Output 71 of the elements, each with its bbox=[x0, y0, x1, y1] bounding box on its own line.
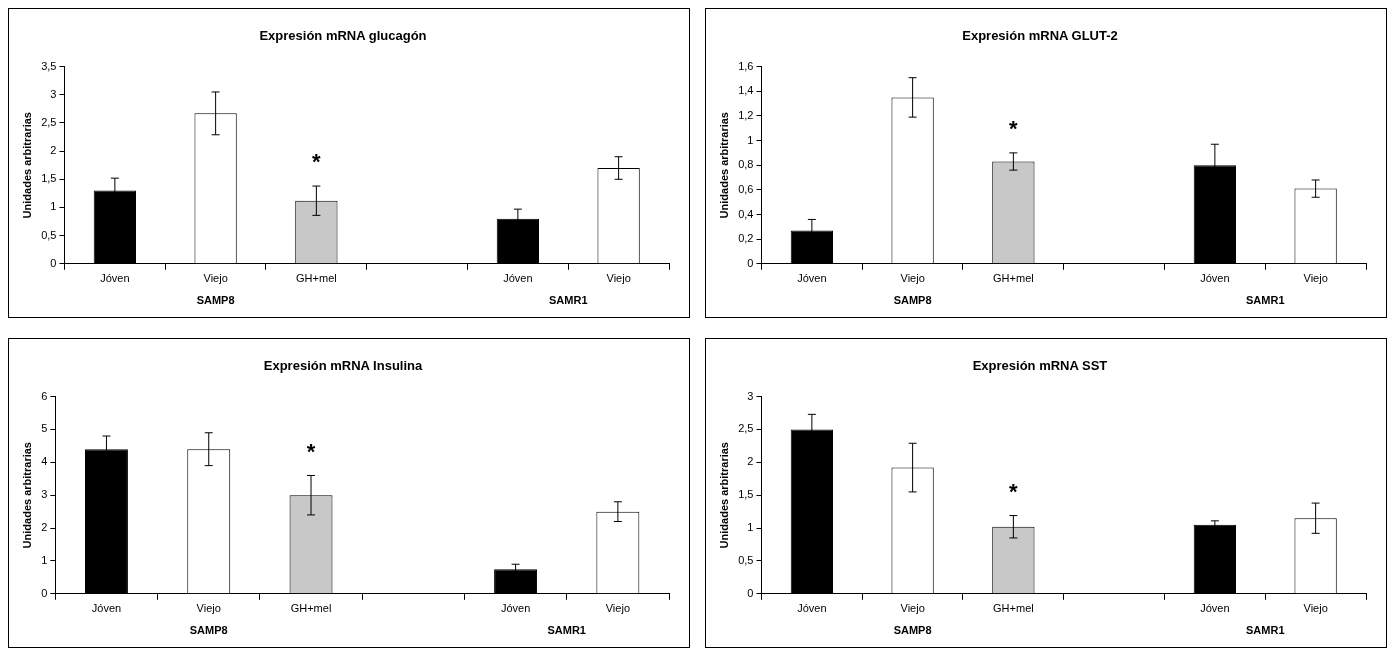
annotation: * bbox=[312, 149, 322, 175]
text: SAMP8 bbox=[196, 293, 235, 306]
y-tick-label: 0 bbox=[747, 586, 754, 599]
text: SAMR1 bbox=[1245, 623, 1285, 636]
y-tick-label: 1 bbox=[747, 133, 754, 146]
x-tick-label: GH+mel bbox=[993, 272, 1034, 285]
y-tick-label: 0,5 bbox=[41, 228, 57, 241]
text: SAMP8 bbox=[893, 293, 932, 306]
chart-title: Expresión mRNA Insulina bbox=[263, 358, 423, 374]
y-tick-label: 1,2 bbox=[738, 108, 754, 121]
text: SAMR1 bbox=[548, 293, 588, 306]
y-tick-label: 1,4 bbox=[738, 84, 754, 97]
y-tick-label: 5 bbox=[41, 422, 48, 435]
y-tick-label: 3 bbox=[50, 87, 57, 100]
y-tick-label: 0,5 bbox=[738, 553, 754, 566]
y-tick-label: 2 bbox=[50, 144, 57, 157]
y-axis-title: Unidades arbitrarias bbox=[20, 112, 33, 219]
y-tick-label: 1,6 bbox=[738, 59, 754, 72]
chart-title: Expresión mRNA SST bbox=[972, 358, 1108, 374]
x-tick-label: Viejo bbox=[196, 602, 221, 615]
y-tick-label: 3,5 bbox=[41, 59, 57, 72]
x-tick-label: Jóven bbox=[91, 602, 122, 615]
y-tick-label: 0,2 bbox=[738, 232, 754, 245]
y-tick-label: 3 bbox=[747, 389, 754, 402]
y-tick-label: 2 bbox=[747, 455, 754, 468]
chart-title: Expresión mRNA GLUT-2 bbox=[962, 28, 1118, 44]
x-tick-label: GH+mel bbox=[290, 602, 332, 615]
x-tick-label: Jóven bbox=[100, 272, 130, 285]
text: SAMR1 bbox=[1245, 293, 1285, 306]
annotation: * bbox=[1009, 115, 1019, 141]
y-tick-label: 0,4 bbox=[738, 207, 754, 220]
y-tick-label: 1 bbox=[747, 521, 754, 534]
x-tick-label: GH+mel bbox=[993, 602, 1034, 615]
x-tick-label: GH+mel bbox=[296, 272, 337, 285]
y-tick-label: 3 bbox=[41, 488, 48, 501]
x-tick-label: Viejo bbox=[1303, 272, 1328, 285]
x-tick-label: Viejo bbox=[606, 272, 631, 285]
y-axis-title: Unidades arbitrarias bbox=[717, 442, 730, 549]
y-tick-label: 4 bbox=[41, 455, 48, 468]
x-tick-label: Jóven bbox=[797, 272, 827, 285]
x-tick-label: Jóven bbox=[797, 602, 827, 615]
text: SAMP8 bbox=[893, 623, 932, 636]
y-tick-label: 0,8 bbox=[738, 158, 754, 171]
x-tick-label: Viejo bbox=[900, 272, 925, 285]
y-tick-label: 1,5 bbox=[738, 488, 754, 501]
y-tick-label: 2 bbox=[41, 521, 48, 534]
y-tick-label: 0 bbox=[747, 256, 754, 269]
x-tick-label: Viejo bbox=[900, 602, 925, 615]
y-tick-label: 0,6 bbox=[738, 182, 754, 195]
x-tick-label: Jóven bbox=[503, 272, 533, 285]
text: SAMP8 bbox=[189, 623, 228, 636]
x-tick-label: Viejo bbox=[1303, 602, 1328, 615]
y-tick-label: 2,5 bbox=[738, 422, 754, 435]
x-tick-label: Jóven bbox=[1200, 272, 1230, 285]
y-tick-label: 0 bbox=[41, 586, 48, 599]
annotation: * bbox=[1009, 478, 1019, 504]
y-tick-label: 0 bbox=[50, 256, 57, 269]
y-tick-label: 2,5 bbox=[41, 115, 57, 128]
y-tick-label: 1 bbox=[41, 553, 48, 566]
y-tick-label: 6 bbox=[41, 389, 48, 402]
x-tick-label: Viejo bbox=[203, 272, 228, 285]
chart-title: Expresión mRNA glucagón bbox=[259, 28, 427, 44]
x-tick-label: Jóven bbox=[1200, 602, 1230, 615]
y-tick-label: 1 bbox=[50, 200, 57, 213]
x-tick-label: Jóven bbox=[500, 602, 531, 615]
annotation: * bbox=[306, 438, 316, 464]
y-axis-title: Unidades arbitrarias bbox=[717, 112, 730, 219]
x-tick-label: Viejo bbox=[605, 602, 630, 615]
y-axis-title: Unidades arbitrarias bbox=[20, 442, 33, 549]
y-tick-label: 1,5 bbox=[41, 172, 57, 185]
text: SAMR1 bbox=[547, 623, 586, 636]
